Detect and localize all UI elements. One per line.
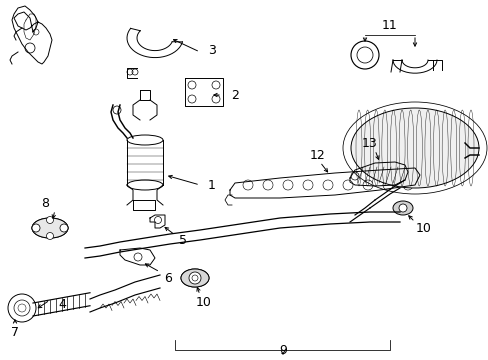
Ellipse shape [350,108,478,188]
Text: 1: 1 [207,179,216,192]
Circle shape [60,224,68,232]
Ellipse shape [392,201,412,215]
Text: 9: 9 [279,343,286,356]
Text: 2: 2 [231,89,239,102]
Circle shape [46,216,53,224]
Text: 3: 3 [207,44,216,57]
Text: 6: 6 [164,271,172,284]
Text: 7: 7 [11,325,19,338]
Text: 12: 12 [309,149,325,162]
Circle shape [398,204,406,212]
Ellipse shape [181,269,208,287]
Text: 5: 5 [179,234,186,247]
Circle shape [189,272,201,284]
Text: 11: 11 [381,18,397,32]
Circle shape [32,224,40,232]
Text: 8: 8 [41,197,49,210]
Text: 10: 10 [415,221,431,234]
Text: 10: 10 [196,296,211,309]
Ellipse shape [32,218,68,238]
Circle shape [46,233,53,239]
Text: 13: 13 [362,136,377,149]
Text: 4: 4 [58,298,66,311]
